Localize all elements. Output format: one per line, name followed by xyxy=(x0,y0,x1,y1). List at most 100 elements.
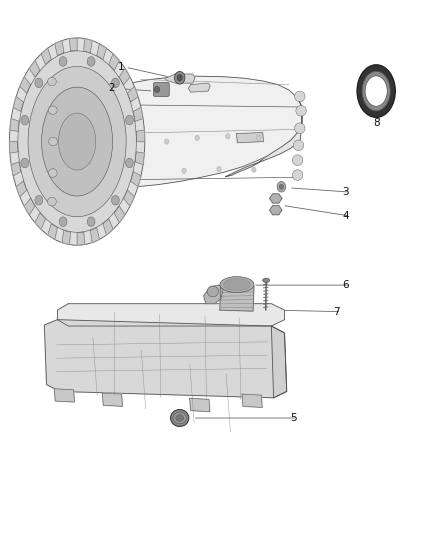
Polygon shape xyxy=(226,98,302,176)
Polygon shape xyxy=(102,393,123,406)
Text: 8: 8 xyxy=(373,118,379,128)
Ellipse shape xyxy=(292,155,303,165)
Circle shape xyxy=(87,217,95,227)
Circle shape xyxy=(277,181,286,192)
Polygon shape xyxy=(237,133,264,143)
Circle shape xyxy=(111,78,119,88)
Polygon shape xyxy=(242,394,262,407)
Text: 3: 3 xyxy=(343,187,349,197)
Ellipse shape xyxy=(28,67,126,217)
Polygon shape xyxy=(97,44,106,59)
Polygon shape xyxy=(29,61,40,77)
Polygon shape xyxy=(136,130,145,142)
Circle shape xyxy=(59,217,67,227)
Polygon shape xyxy=(188,83,210,92)
Polygon shape xyxy=(57,304,285,326)
Circle shape xyxy=(87,56,95,66)
Polygon shape xyxy=(20,77,31,93)
Polygon shape xyxy=(124,190,134,206)
Text: 2: 2 xyxy=(109,83,115,93)
Polygon shape xyxy=(44,320,287,398)
Polygon shape xyxy=(270,206,282,215)
Polygon shape xyxy=(204,285,223,304)
Ellipse shape xyxy=(293,140,304,151)
Polygon shape xyxy=(272,326,287,398)
Ellipse shape xyxy=(10,38,145,245)
FancyBboxPatch shape xyxy=(153,83,169,96)
Ellipse shape xyxy=(18,51,136,232)
Circle shape xyxy=(164,139,169,144)
Polygon shape xyxy=(127,86,138,102)
Polygon shape xyxy=(10,118,19,131)
Polygon shape xyxy=(109,54,119,70)
Circle shape xyxy=(59,56,67,66)
Ellipse shape xyxy=(357,65,395,117)
Polygon shape xyxy=(54,389,74,402)
Text: 6: 6 xyxy=(343,280,349,290)
Circle shape xyxy=(195,135,199,141)
Ellipse shape xyxy=(42,87,113,196)
Polygon shape xyxy=(62,230,71,245)
Ellipse shape xyxy=(59,113,96,170)
Circle shape xyxy=(226,134,230,139)
Text: 4: 4 xyxy=(343,211,349,221)
Ellipse shape xyxy=(170,409,189,426)
Polygon shape xyxy=(16,181,27,197)
Ellipse shape xyxy=(362,71,390,111)
Ellipse shape xyxy=(263,278,270,282)
Ellipse shape xyxy=(173,412,186,424)
Ellipse shape xyxy=(294,123,305,134)
Ellipse shape xyxy=(292,169,303,180)
Circle shape xyxy=(279,184,284,189)
Ellipse shape xyxy=(365,76,387,106)
Polygon shape xyxy=(114,206,125,223)
Polygon shape xyxy=(133,107,143,122)
Ellipse shape xyxy=(48,197,57,206)
Polygon shape xyxy=(135,152,145,165)
Circle shape xyxy=(21,158,29,168)
Polygon shape xyxy=(84,38,92,53)
Circle shape xyxy=(35,196,43,205)
Polygon shape xyxy=(70,38,77,51)
Polygon shape xyxy=(11,162,21,176)
Polygon shape xyxy=(90,228,99,243)
Ellipse shape xyxy=(296,106,306,116)
Polygon shape xyxy=(10,142,18,153)
Ellipse shape xyxy=(207,286,219,297)
Circle shape xyxy=(252,167,256,172)
Circle shape xyxy=(182,168,186,173)
Circle shape xyxy=(174,71,185,84)
Ellipse shape xyxy=(176,415,184,422)
Circle shape xyxy=(21,115,29,125)
Polygon shape xyxy=(190,398,210,411)
Ellipse shape xyxy=(49,138,57,146)
Polygon shape xyxy=(220,285,254,311)
Polygon shape xyxy=(41,48,51,64)
Polygon shape xyxy=(119,68,130,85)
Ellipse shape xyxy=(220,277,254,293)
Ellipse shape xyxy=(294,91,305,102)
Circle shape xyxy=(217,166,221,172)
Circle shape xyxy=(177,75,182,81)
Polygon shape xyxy=(24,198,35,215)
Ellipse shape xyxy=(49,169,57,177)
Polygon shape xyxy=(55,41,64,55)
Text: 1: 1 xyxy=(117,62,124,72)
Ellipse shape xyxy=(223,278,251,290)
Circle shape xyxy=(125,115,133,125)
Ellipse shape xyxy=(49,106,57,115)
Polygon shape xyxy=(270,194,282,203)
Polygon shape xyxy=(164,74,195,83)
Polygon shape xyxy=(35,213,46,229)
Polygon shape xyxy=(77,232,85,245)
Circle shape xyxy=(111,196,119,205)
Circle shape xyxy=(35,78,43,88)
Polygon shape xyxy=(48,224,57,239)
Text: 5: 5 xyxy=(290,413,297,423)
Polygon shape xyxy=(131,172,141,187)
Polygon shape xyxy=(13,96,24,111)
Text: 7: 7 xyxy=(334,306,340,317)
Ellipse shape xyxy=(48,77,57,86)
Polygon shape xyxy=(32,76,302,188)
Circle shape xyxy=(125,158,133,168)
